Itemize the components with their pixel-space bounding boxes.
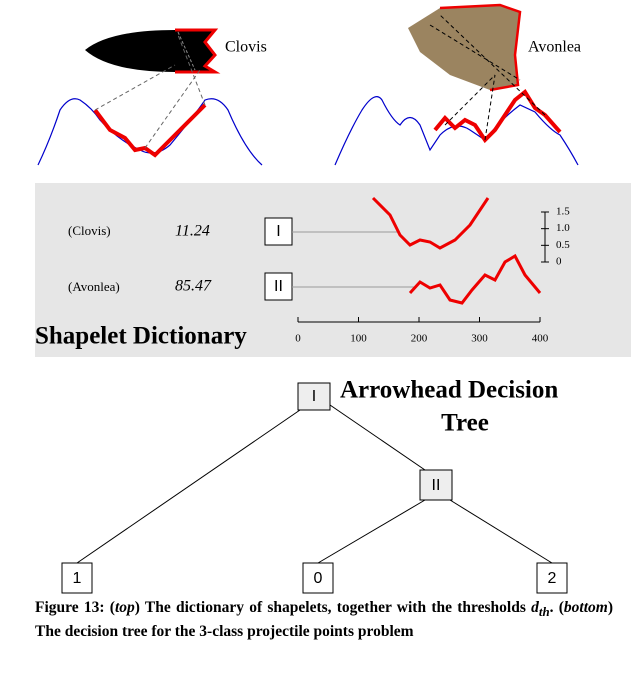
clovis-shape [85,30,215,72]
tree-title: Arrowhead Decision [340,377,558,404]
clovis-label: Clovis [225,39,267,56]
scale-tick-label: 0 [556,256,562,268]
class-label: (Clovis) [68,223,111,238]
scale-tick-label: 1.5 [556,206,570,218]
avonlea-shapelet [435,92,560,140]
caption-text: Figure 13: ( [35,599,115,616]
x-tick-label: 100 [350,333,367,345]
x-tick-label: 400 [532,333,549,345]
edge [318,500,425,563]
edge [77,410,300,563]
scale-tick-label: 1.0 [556,222,570,234]
class-label: (Avonlea) [68,279,120,294]
node-label: II [274,278,283,295]
scale-tick-label: 0.5 [556,239,570,251]
caption: Figure 13: (top) The dictionary of shape… [35,598,613,642]
figure-graphic: Clovis Avonlea (Clovis) 11.24 I (Avonlea… [0,0,631,598]
x-tick-label: 0 [295,333,301,345]
dash [95,65,175,110]
edge [450,500,552,563]
threshold: 11.24 [175,223,210,240]
tree-leaf-label: 1 [73,570,82,587]
tree-leaf-label: 2 [548,570,557,587]
caption-text: d [531,599,539,616]
caption-text: . ( [550,599,564,616]
x-tick-label: 200 [411,333,428,345]
caption-text: bottom [564,599,608,616]
figure: Clovis Avonlea (Clovis) 11.24 I (Avonlea… [0,0,631,679]
clovis-shapelet [95,105,205,155]
tree-leaf-label: 0 [314,570,323,587]
caption-text: top [115,599,135,616]
tree-title: Tree [441,410,489,437]
avonlea-series [335,97,578,165]
avonlea-label: Avonlea [528,39,581,56]
dictionary-title: Shapelet Dictionary [35,323,247,350]
clovis-series [38,99,262,165]
threshold: 85.47 [175,278,212,295]
tree-node-label: I [312,388,316,405]
edge [330,405,425,470]
caption-text: ) The dictionary of shapelets, together … [135,599,531,616]
caption-text: th [539,604,550,619]
tree-node-label: II [432,477,441,494]
avonlea-shape [408,5,520,90]
node-label: I [276,223,280,240]
x-tick-label: 300 [471,333,488,345]
